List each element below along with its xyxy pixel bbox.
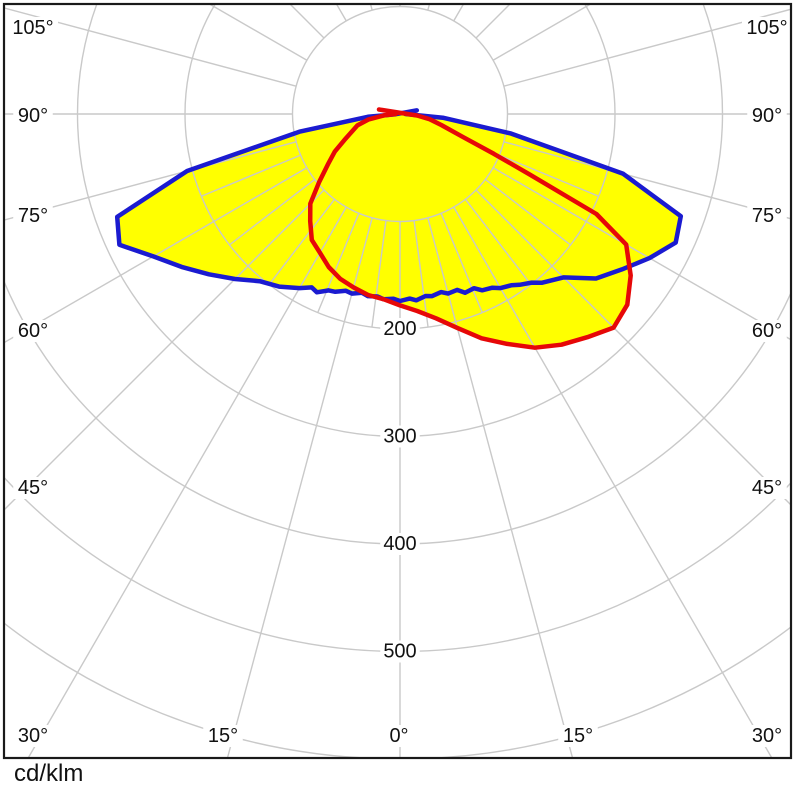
plot-frame bbox=[2, 2, 793, 760]
grid-halfspoke--52.5 bbox=[229, 178, 316, 246]
angle-label-left-60°-bg bbox=[13, 320, 53, 342]
grid-halfspoke--22.5 bbox=[317, 213, 360, 313]
angle-label-right-75°: 75° bbox=[752, 205, 782, 227]
curve-blue bbox=[114, 108, 684, 304]
angle-label-right-60°-bg bbox=[747, 320, 787, 342]
grid-halfspoke-37.5 bbox=[464, 198, 532, 285]
angle-label-right-105°-bg bbox=[742, 17, 792, 39]
angle-label-left-75°: 75° bbox=[18, 205, 48, 227]
grid-spoke--45 bbox=[4, 189, 325, 511]
curve-fill-curve-red bbox=[310, 109, 631, 348]
angle-label-bottom-3-bg bbox=[558, 725, 598, 747]
angle-label-right-90°-bg bbox=[747, 105, 787, 127]
grid-halfspoke-67.5 bbox=[499, 154, 599, 197]
angle-label-right-75°-bg bbox=[747, 205, 787, 227]
radial-label-500-bg bbox=[380, 640, 420, 663]
grid-spoke-150 bbox=[453, 4, 465, 22]
angle-label-left-90°-bg bbox=[13, 105, 53, 127]
grid-halfspoke--7.5 bbox=[371, 220, 387, 328]
grid-spoke-15 bbox=[427, 217, 574, 758]
grid-halfspoke-52.5 bbox=[484, 178, 571, 246]
angle-label-bottom-1-bg bbox=[203, 725, 243, 747]
angle-label-right-90°: 90° bbox=[752, 105, 782, 127]
radial-label-300: 300 bbox=[383, 426, 416, 448]
curve-red bbox=[307, 107, 633, 350]
angle-label-left-90°: 90° bbox=[18, 105, 48, 127]
angle-label-bottom-2-bg bbox=[384, 725, 414, 747]
grid-halfspoke--67.5 bbox=[201, 154, 301, 197]
grid-halfspoke--37.5 bbox=[268, 198, 336, 285]
radial-label-300-bg bbox=[380, 425, 420, 448]
radial-label-200: 200 bbox=[383, 318, 416, 340]
grid-spoke--30 bbox=[27, 206, 347, 758]
grid-halfspoke-22.5 bbox=[440, 213, 483, 313]
angle-label-left-60°: 60° bbox=[18, 320, 48, 342]
grid-spoke-120 bbox=[492, 4, 591, 61]
angle-label-bottom-3: 15° bbox=[563, 725, 593, 747]
angle-label-bottom-0-bg bbox=[13, 725, 53, 747]
angle-label-left-75°-bg bbox=[13, 205, 53, 227]
angle-label-right-45°: 45° bbox=[752, 477, 782, 499]
label-layer: 105° 90° 75° 60° 45° 105° 90° 75° 60° 45° 30° 15° 0°… bbox=[8, 17, 792, 747]
angle-label-right-45°-bg bbox=[747, 477, 787, 499]
angle-label-bottom-2: 0° bbox=[389, 725, 408, 747]
grid-spoke-60 bbox=[492, 167, 791, 341]
angle-label-right-105°: 105° bbox=[746, 17, 787, 39]
curve-layer bbox=[114, 107, 684, 350]
radial-label-500: 500 bbox=[383, 641, 416, 663]
grid-spoke--150 bbox=[335, 4, 347, 22]
grid-spoke--120 bbox=[209, 4, 308, 61]
angle-label-bottom-0: 30° bbox=[18, 725, 48, 747]
radial-label-200-bg bbox=[380, 318, 420, 340]
angle-label-bottom-4: 30° bbox=[752, 725, 782, 747]
grid-spoke--135 bbox=[289, 4, 325, 39]
grid-spoke-135 bbox=[475, 4, 511, 39]
grid-spoke--15 bbox=[226, 217, 373, 758]
radial-label-400-bg bbox=[380, 533, 420, 555]
grid-spoke-45 bbox=[475, 189, 791, 506]
angle-label-left-45°-bg bbox=[13, 477, 53, 499]
grid-halfspoke-7.5 bbox=[413, 220, 429, 328]
grid-spoke-75 bbox=[503, 141, 791, 220]
unit-label: cd/klm bbox=[14, 760, 84, 787]
grid-spoke-30 bbox=[453, 206, 773, 758]
angle-label-left-45°: 45° bbox=[18, 477, 48, 499]
angle-label-left-105°-bg bbox=[8, 17, 58, 39]
angle-label-bottom-1: 15° bbox=[208, 725, 238, 747]
angle-label-bottom-4-bg bbox=[747, 725, 787, 747]
angle-label-right-60°: 60° bbox=[752, 320, 782, 342]
angle-label-left-105°: 105° bbox=[12, 17, 53, 39]
radial-label-400: 400 bbox=[383, 533, 416, 555]
